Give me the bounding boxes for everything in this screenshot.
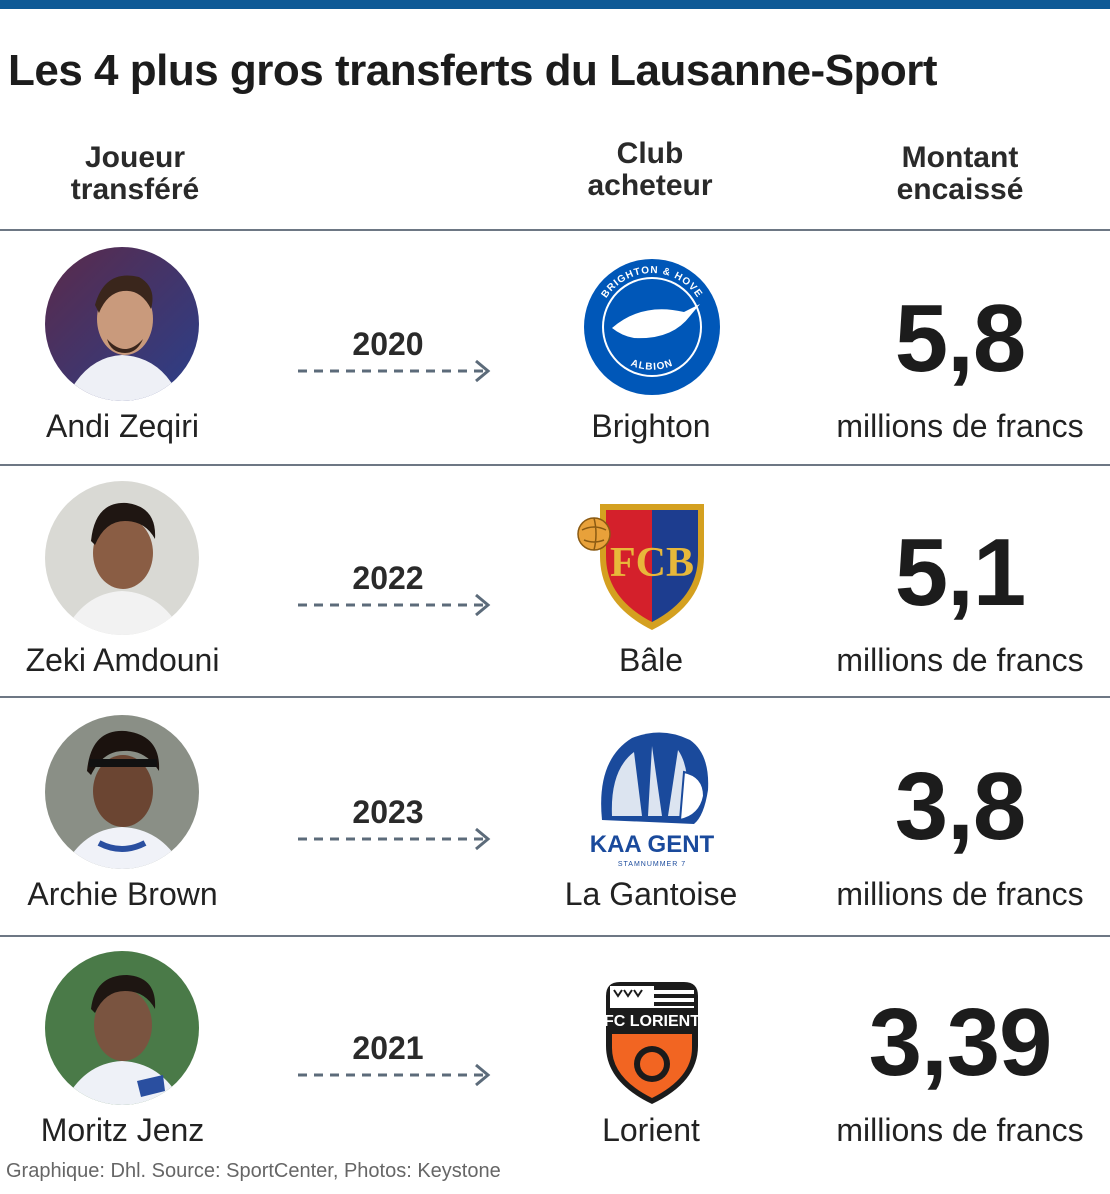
player-name: Andi Zeqiri: [46, 408, 199, 444]
column-header-player: Joueur transféré: [30, 142, 240, 206]
club-name: Lorient: [602, 1112, 700, 1148]
dashed-arrow-icon: [298, 593, 491, 617]
dashed-arrow-icon: [298, 827, 491, 851]
divider: [0, 935, 1110, 937]
column-header-player-line1: Joueur: [84, 141, 186, 174]
player-name: Archie Brown: [27, 876, 218, 912]
divider: [0, 696, 1110, 698]
column-header-club-line1: Club: [616, 137, 684, 170]
divider: [0, 229, 1110, 231]
column-header-club-line2: acheteur: [587, 169, 713, 202]
column-header-club: Club acheteur: [545, 138, 755, 202]
amount-unit: millions de francs: [836, 408, 1084, 444]
transfer-amount: 5,1: [894, 519, 1026, 626]
column-header-amount: Montant encaissé: [850, 142, 1070, 206]
transfer-year: 2020: [352, 326, 424, 362]
player-photo: [45, 481, 199, 635]
svg-text:ALBION: ALBION: [629, 358, 674, 373]
transfer-row: Archie Brown 2023 KAA GENT STAMNUMMER 7 …: [0, 700, 1110, 932]
svg-text:FCB: FCB: [610, 540, 694, 586]
transfer-amount: 3,39: [868, 989, 1053, 1096]
player-photo: [45, 951, 199, 1105]
amount-unit: millions de francs: [836, 642, 1084, 678]
transfer-year: 2021: [352, 1030, 424, 1066]
column-header-amount-line2: encaissé: [896, 173, 1024, 206]
svg-text:STAMNUMMER 7: STAMNUMMER 7: [618, 861, 686, 868]
transfer-amount: 5,8: [894, 285, 1026, 392]
player-photo: [45, 247, 199, 401]
amount-unit: millions de francs: [836, 876, 1084, 912]
gent-logo-icon: KAA GENT STAMNUMMER 7: [590, 732, 715, 868]
club-name: La Gantoise: [564, 876, 738, 912]
lorient-logo-icon: FC LORIENT: [604, 982, 700, 1104]
column-header-player-line2: transféré: [70, 173, 200, 206]
brighton-logo-icon: BRIGHTON & HOVE ALBION: [584, 259, 720, 395]
amount-unit: millions de francs: [836, 1112, 1084, 1148]
transfer-year: 2022: [352, 560, 424, 596]
column-header-amount-line1: Montant: [901, 141, 1019, 174]
club-name: Brighton: [591, 408, 711, 444]
dashed-arrow-icon: [298, 1063, 491, 1087]
source-credit: Graphique: Dhl. Source: SportCenter, Pho…: [6, 1160, 501, 1182]
club-name: Bâle: [618, 642, 684, 678]
svg-text:FC LORIENT: FC LORIENT: [604, 1013, 700, 1030]
dashed-arrow-icon: [298, 359, 491, 383]
player-photo: [45, 715, 199, 869]
top-accent-bar: [0, 0, 1110, 9]
divider: [0, 464, 1110, 466]
transfer-row: Andi Zeqiri 2020 BRIGHTON & HOVE ALBION …: [0, 232, 1110, 464]
transfer-row: Moritz Jenz 2021 FC LORIENT Lorient 3,39…: [0, 936, 1110, 1168]
player-name: Moritz Jenz: [40, 1112, 205, 1148]
transfer-row: Zeki Amdouni 2022 FCB Bâle 5,1 millions …: [0, 466, 1110, 698]
transfer-amount: 3,8: [894, 753, 1026, 860]
page-title: Les 4 plus gros transferts du Lausanne-S…: [8, 46, 938, 95]
basel-logo-icon: FCB: [577, 504, 704, 630]
player-name: Zeki Amdouni: [25, 642, 220, 678]
transfer-year: 2023: [352, 794, 424, 830]
svg-text:KAA GENT: KAA GENT: [590, 831, 715, 858]
